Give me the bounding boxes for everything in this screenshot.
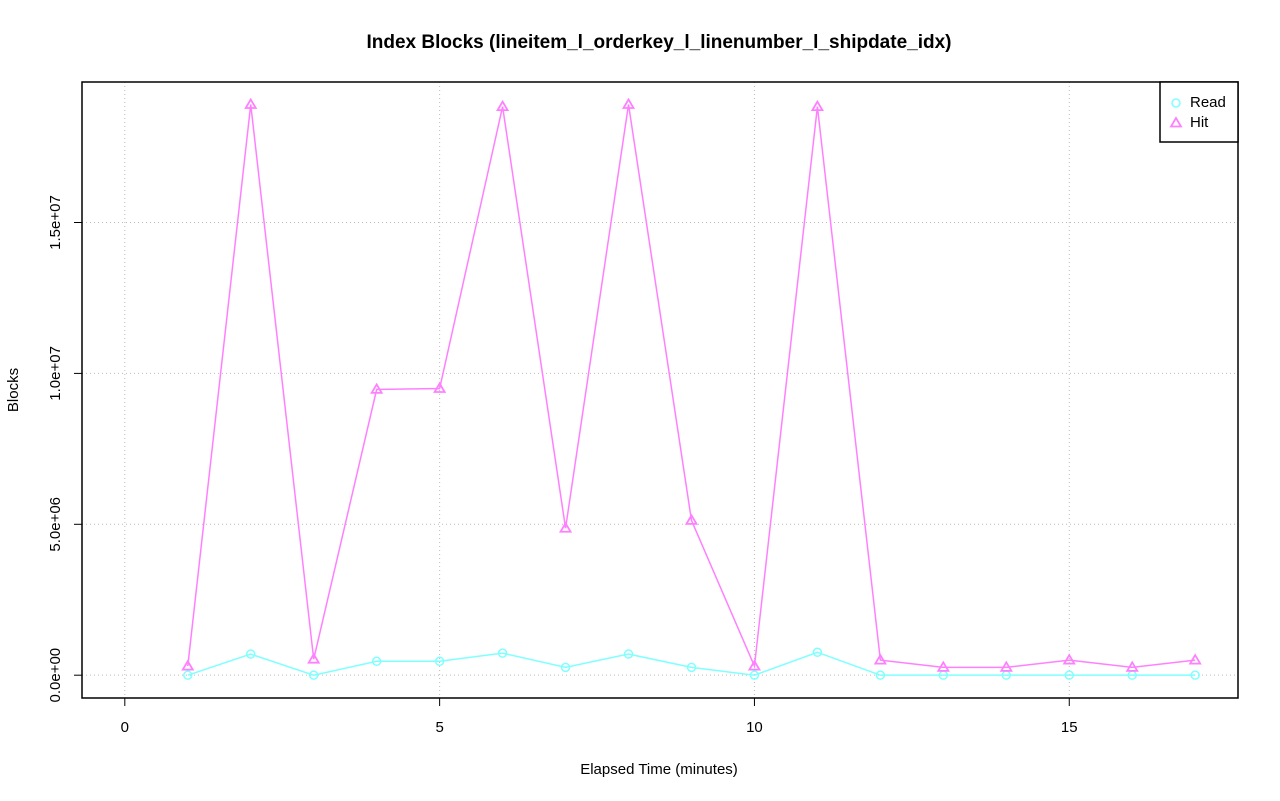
point <box>308 670 319 680</box>
point <box>370 382 384 394</box>
y-tick-label: 0.0e+00 <box>47 648 64 703</box>
point <box>686 662 697 673</box>
point <box>1064 670 1075 680</box>
point <box>749 670 760 680</box>
point <box>1062 653 1076 665</box>
y-axis-label: Blocks <box>5 368 22 412</box>
point <box>999 660 1013 672</box>
x-tick-label: 0 <box>121 719 129 736</box>
point <box>810 99 824 112</box>
point <box>245 649 256 659</box>
point <box>183 670 193 680</box>
legend-label: Hit <box>1190 114 1209 131</box>
x-tick-label: 15 <box>1061 719 1078 736</box>
point <box>496 99 510 112</box>
point <box>623 649 634 659</box>
point <box>307 652 321 664</box>
point <box>244 97 258 109</box>
point <box>812 647 823 657</box>
legend-marker <box>1171 98 1181 108</box>
point <box>558 521 573 533</box>
series-line <box>187 104 1196 670</box>
chart-title: Index Blocks (lineitem_l_orderkey_l_line… <box>367 32 952 53</box>
legend: Read Hit <box>1159 81 1239 143</box>
point <box>434 656 445 667</box>
point <box>1188 653 1202 665</box>
x-axis-label: Elapsed Time (minutes) <box>580 761 738 778</box>
y-tick-label: 5.0e+06 <box>47 497 64 552</box>
point <box>497 648 508 658</box>
point <box>621 97 636 109</box>
y-tick-label: 1.0e+07 <box>47 346 64 401</box>
point <box>875 670 886 680</box>
point <box>1125 660 1139 672</box>
point <box>747 659 762 671</box>
point <box>371 656 382 667</box>
x-tick-label: 10 <box>746 719 763 736</box>
legend-label: Read <box>1190 94 1226 111</box>
point <box>560 662 571 673</box>
x-tick-label: 5 <box>435 719 443 736</box>
point <box>684 513 699 525</box>
legend-box <box>1159 81 1239 143</box>
legend-marker <box>1169 116 1183 128</box>
point <box>433 381 447 393</box>
plot-frame <box>81 81 1239 699</box>
point <box>181 659 195 671</box>
point <box>873 653 887 665</box>
point <box>936 660 950 672</box>
series-line <box>187 651 1196 676</box>
point <box>1190 670 1200 680</box>
y-tick-label: 1.5e+07 <box>47 195 64 250</box>
